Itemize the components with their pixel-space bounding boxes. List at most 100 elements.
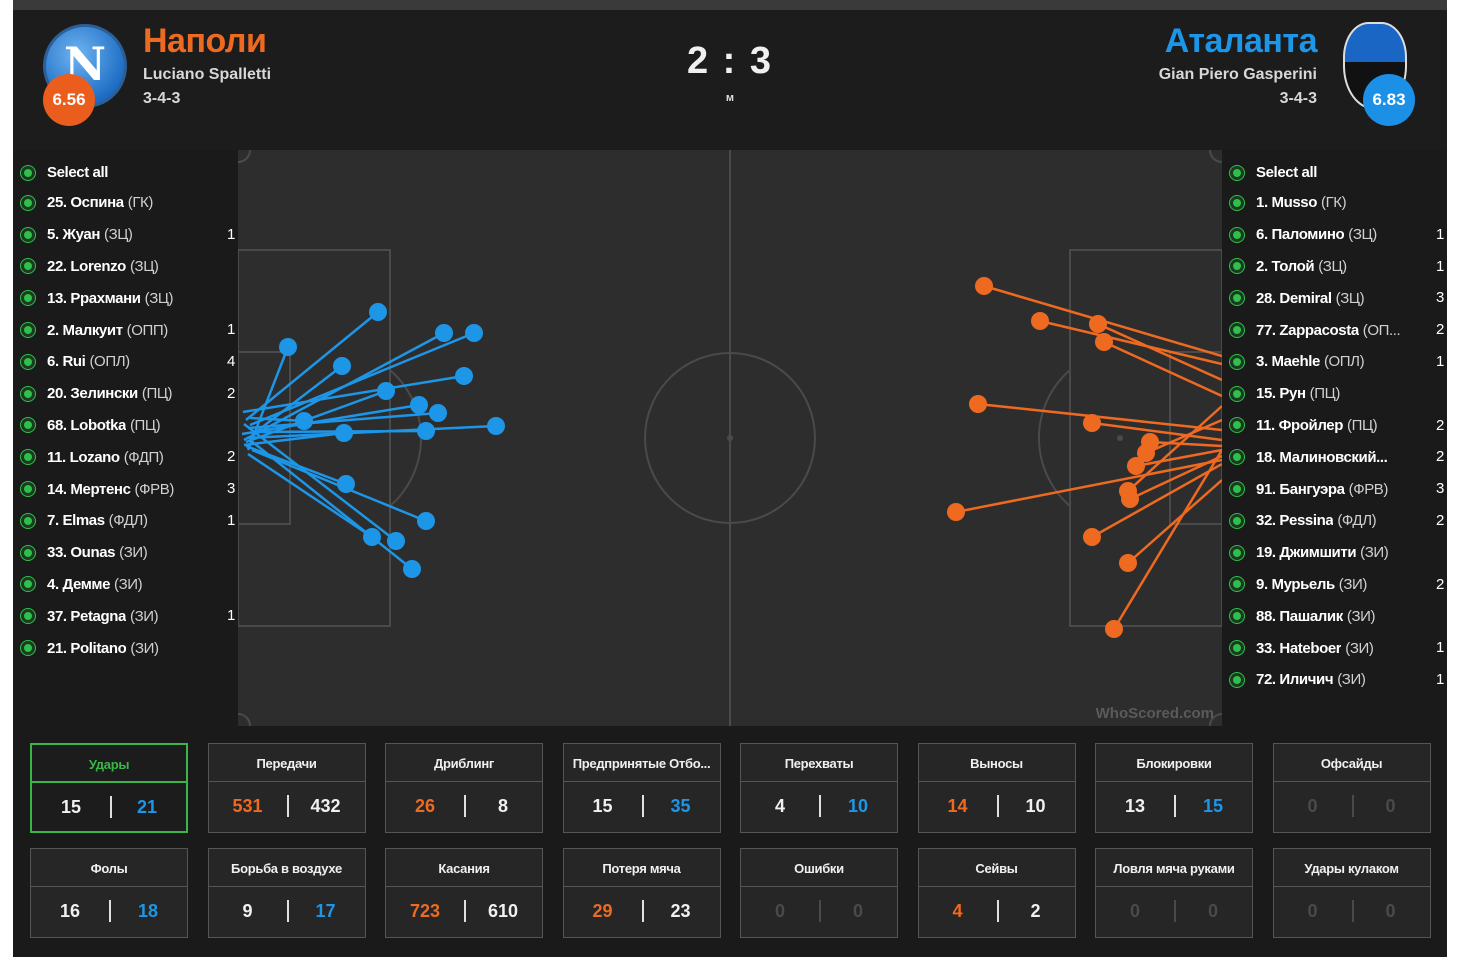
player-toggle-dot-icon[interactable] [1230,482,1244,497]
stat-tab[interactable]: Выносы 14 10 [917,743,1076,833]
stat-tab[interactable]: Ошибки 0 0 [740,848,898,938]
player-toggle-dot-icon[interactable] [21,259,35,274]
player-toggle-dot-icon[interactable] [21,482,35,497]
player-row[interactable]: 37. Petagna (ЗИ) 1 [21,600,235,632]
player-toggle-dot-icon[interactable] [21,418,35,433]
stat-title: Перехваты [741,744,897,782]
player-row[interactable]: 68. Lobotka (ПЦ) [21,410,235,442]
player-toggle-dot-icon[interactable] [21,577,35,592]
player-toggle-dot-icon[interactable] [1230,418,1244,433]
stat-tab[interactable]: Потеря мяча 29 23 [562,848,721,938]
player-row[interactable]: 91. Бангуэра (ФРВ) 3 [1230,473,1444,505]
stat-tab[interactable]: Ловля мяча руками 0 0 [1095,848,1253,938]
player-toggle-dot-icon[interactable] [21,165,35,180]
stat-tab[interactable]: Блокировки 13 15 [1095,743,1253,833]
player-toggle-dot-icon[interactable] [1230,227,1244,242]
player-row[interactable]: 9. Мурьель (ЗИ) 2 [1230,569,1444,601]
player-row[interactable]: 4. Демме (ЗИ) [21,569,235,601]
player-label: 32. Pessina (ФДЛ) [1256,512,1376,529]
player-toggle-dot-icon[interactable] [1230,323,1244,338]
player-toggle-dot-icon[interactable] [1230,450,1244,465]
player-row[interactable]: 1. Musso (ГК) [1230,187,1444,219]
select-all-toggle[interactable]: Select all [21,158,235,187]
player-row[interactable]: 14. Мертенс (ФРВ) 3 [21,473,235,505]
player-row[interactable]: 25. Оспина (ГК) [21,187,235,219]
player-row[interactable]: 33. Hateboer (ЗИ) 1 [1230,632,1444,664]
home-team-name[interactable]: Наполи [143,22,267,60]
player-toggle-dot-icon[interactable] [1230,386,1244,401]
stat-divider [1174,795,1176,817]
player-toggle-dot-icon[interactable] [1230,513,1244,528]
stat-tab[interactable]: Фолы 16 18 [30,848,188,938]
player-toggle-dot-icon[interactable] [1230,641,1244,656]
player-row[interactable]: 22. Lorenzo (ЗЦ) [21,251,235,283]
player-toggle-dot-icon[interactable] [1230,672,1244,687]
player-toggle-dot-icon[interactable] [1230,291,1244,306]
player-toggle-dot-icon[interactable] [1230,545,1244,560]
player-toggle-dot-icon[interactable] [21,513,35,528]
stat-title: Выносы [918,744,1075,782]
player-toggle-dot-icon[interactable] [21,227,35,242]
player-toggle-dot-icon[interactable] [21,195,35,210]
player-row[interactable]: 77. Zappacosta (ОП... 2 [1230,314,1444,346]
player-toggle-dot-icon[interactable] [1230,354,1244,369]
player-row[interactable]: 5. Жуан (ЗЦ) 1 [21,219,235,251]
corner-arc [238,713,251,726]
stat-tab[interactable]: Предпринятые Отбо... 15 35 [562,743,721,833]
player-row[interactable]: 13. Ррахмани (ЗЦ) [21,282,235,314]
player-row[interactable]: 72. Иличич (ЗИ) 1 [1230,664,1444,696]
player-row[interactable]: 6. Rui (ОПЛ) 4 [21,346,235,378]
player-toggle-dot-icon[interactable] [1230,259,1244,274]
player-toggle-dot-icon[interactable] [21,609,35,624]
player-toggle-dot-icon[interactable] [1230,577,1244,592]
player-toggle-dot-icon[interactable] [1230,195,1244,210]
player-row[interactable]: 21. Politano (ЗИ) [21,632,235,664]
select-all-toggle[interactable]: Select all [1230,158,1444,187]
home-penalty-box [238,249,391,627]
stat-tab[interactable]: Борьба в воздухе 9 17 [207,848,366,938]
player-row[interactable]: 6. Паломино (ЗЦ) 1 [1230,219,1444,251]
player-row[interactable]: 18. Малиновский... 2 [1230,441,1444,473]
player-toggle-dot-icon[interactable] [21,323,35,338]
player-label: 28. Demiral (ЗЦ) [1256,290,1364,307]
player-row[interactable]: 2. Толой (ЗЦ) 1 [1230,251,1444,283]
player-position: (ЗИ) [1345,639,1374,657]
stat-tab[interactable]: Сейвы 4 2 [917,848,1076,938]
player-toggle-dot-icon[interactable] [21,450,35,465]
player-toggle-dot-icon[interactable] [21,641,35,656]
player-toggle-dot-icon[interactable] [1230,609,1244,624]
player-row[interactable]: 19. Джимшити (ЗИ) [1230,537,1444,569]
away-formation: 3-4-3 [1279,90,1317,107]
player-row[interactable]: 88. Пашалик (ЗИ) [1230,600,1444,632]
player-toggle-dot-icon[interactable] [1230,165,1244,180]
player-label: 37. Petagna (ЗИ) [47,608,158,625]
player-row[interactable]: 15. Рун (ПЦ) [1230,378,1444,410]
player-shot-count: 1 [227,511,235,529]
stat-title: Ошибки [741,849,897,887]
away-team-name[interactable]: Аталанта [1164,22,1318,60]
stat-tab[interactable]: Офсайды 0 0 [1272,743,1431,833]
player-toggle-dot-icon[interactable] [21,291,35,306]
stat-values: 13 15 [1096,782,1252,832]
stat-tab[interactable]: Удары 15 21 [30,743,188,833]
player-toggle-dot-icon[interactable] [21,354,35,369]
stat-tab[interactable]: Перехваты 4 10 [740,743,898,833]
player-row[interactable]: 11. Фройлер (ПЦ) 2 [1230,410,1444,442]
player-row[interactable]: 28. Demiral (ЗЦ) 3 [1230,282,1444,314]
player-label: 88. Пашалик (ЗИ) [1256,608,1375,625]
stat-tab[interactable]: Касания 723 610 [385,848,543,938]
stat-tab[interactable]: Передачи 531 432 [207,743,366,833]
player-row[interactable]: 20. Зелински (ПЦ) 2 [21,378,235,410]
player-toggle-dot-icon[interactable] [21,545,35,560]
player-toggle-dot-icon[interactable] [21,386,35,401]
home-stat-value: 16 [59,901,81,921]
match-centre: N 6.56 Наполи Luciano Spalletti 3-4-3 2 … [13,0,1447,957]
stat-tab[interactable]: Дриблинг 26 8 [385,743,543,833]
player-row[interactable]: 3. Maehle (ОПЛ) 1 [1230,346,1444,378]
player-row[interactable]: 11. Lozano (ФДП) 2 [21,441,235,473]
stat-tab[interactable]: Удары кулаком 0 0 [1272,848,1431,938]
player-row[interactable]: 32. Pessina (ФДЛ) 2 [1230,505,1444,537]
player-row[interactable]: 2. Малкуит (ОПП) 1 [21,314,235,346]
player-row[interactable]: 7. Elmas (ФДЛ) 1 [21,505,235,537]
player-row[interactable]: 33. Ounas (ЗИ) [21,537,235,569]
